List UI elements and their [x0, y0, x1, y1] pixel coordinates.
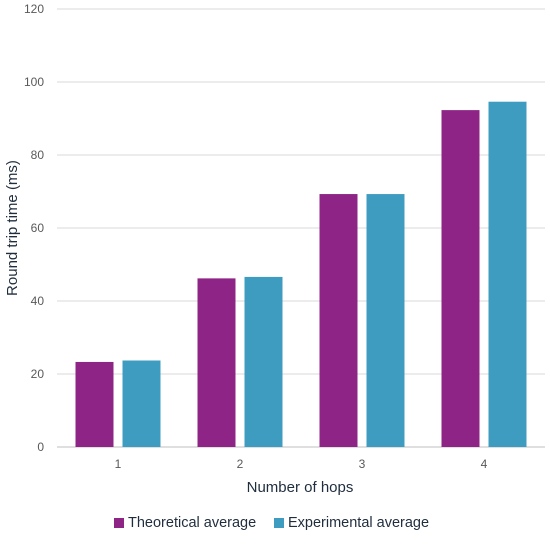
- legend: Theoretical average Experimental average: [114, 515, 429, 531]
- x-axis-title: Number of hops: [247, 479, 354, 496]
- y-tick-label: 100: [24, 75, 44, 89]
- bar-experimental-2: [244, 276, 283, 447]
- legend-item-experimental: Experimental average: [274, 515, 429, 531]
- x-tick-label: 2: [237, 457, 244, 471]
- y-tick-label: 40: [31, 294, 45, 308]
- x-axis-ticks: 1 2 3 4: [115, 457, 488, 471]
- legend-label: Experimental average: [288, 515, 429, 531]
- y-tick-label: 0: [37, 440, 44, 454]
- y-tick-label: 120: [24, 2, 44, 16]
- bar-theoretical-3: [319, 194, 358, 447]
- legend-label: Theoretical average: [128, 515, 256, 531]
- x-tick-label: 3: [359, 457, 366, 471]
- y-axis-title: Round trip time (ms): [4, 160, 21, 296]
- x-tick-label: 4: [481, 457, 488, 471]
- legend-swatch: [274, 518, 284, 528]
- x-tick-label: 1: [115, 457, 122, 471]
- bar-theoretical-1: [75, 361, 114, 447]
- y-axis-ticks: 0 20 40 60 80 100 120: [24, 2, 44, 454]
- bar-experimental-3: [366, 194, 405, 447]
- bar-theoretical-2: [197, 278, 236, 447]
- bar-experimental-4: [488, 101, 527, 448]
- y-tick-label: 20: [31, 367, 45, 381]
- bars: [75, 101, 527, 448]
- bar-experimental-1: [122, 360, 161, 447]
- legend-swatch: [114, 518, 124, 528]
- y-tick-label: 80: [31, 148, 45, 162]
- legend-item-theoretical: Theoretical average: [114, 515, 256, 531]
- y-tick-label: 60: [31, 221, 45, 235]
- bar-theoretical-4: [441, 110, 480, 447]
